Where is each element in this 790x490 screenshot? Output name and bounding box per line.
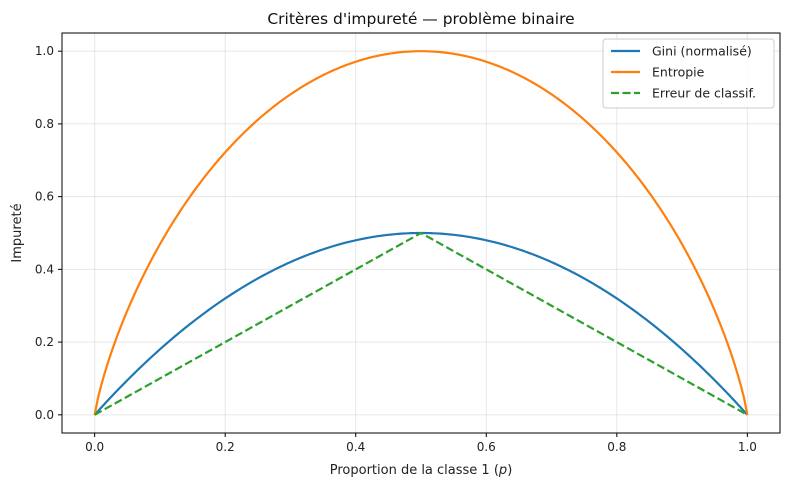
legend: Gini (normalisé) Entropie Erreur de classi…: [602, 38, 775, 109]
y-tick-label: 1.0: [35, 44, 54, 58]
x-tick-label: 0.6: [477, 440, 496, 454]
x-axis-label-suffix: ): [507, 463, 512, 478]
x-axis-label-variable: p: [498, 463, 507, 478]
y-tick-label: 0.8: [35, 117, 54, 131]
chart-title: Critères d'impureté — problème binaire: [267, 10, 574, 28]
x-tick-label: 1.0: [738, 440, 757, 454]
y-tick-label: 0.2: [35, 335, 54, 349]
ticks: 0.0 0.2 0.4 0.6 0.8 1.0 0.0 0.2 0.4 0.6 0.8 1.0: [35, 44, 757, 454]
y-tick-label: 0.0: [35, 408, 54, 422]
x-tick-label: 0.4: [346, 440, 365, 454]
series-layer: [93, 50, 749, 416]
x-tick-label: 0.8: [607, 440, 626, 454]
legend-label-2: Entropie: [652, 65, 705, 80]
y-tick-label: 0.6: [35, 190, 54, 204]
y-tick-label: 0.4: [35, 262, 54, 276]
x-tick-label: 0.0: [85, 440, 104, 454]
legend-label-3: Erreur de classif.: [652, 86, 756, 101]
series-line-3: [94, 231, 748, 416]
legend-box: [602, 38, 775, 109]
series-line-2: [93, 50, 749, 416]
y-axis-label: Impureté: [10, 203, 25, 262]
x-axis-label-prefix: Proportion de la classe 1 (: [330, 463, 499, 478]
x-axis-label: Proportion de la classe 1 (p): [330, 463, 513, 478]
grid: [62, 33, 780, 433]
legend-label-1: Gini (normalisé): [652, 44, 752, 59]
x-tick-label: 0.2: [216, 440, 235, 454]
plot-frame: [61, 32, 781, 434]
